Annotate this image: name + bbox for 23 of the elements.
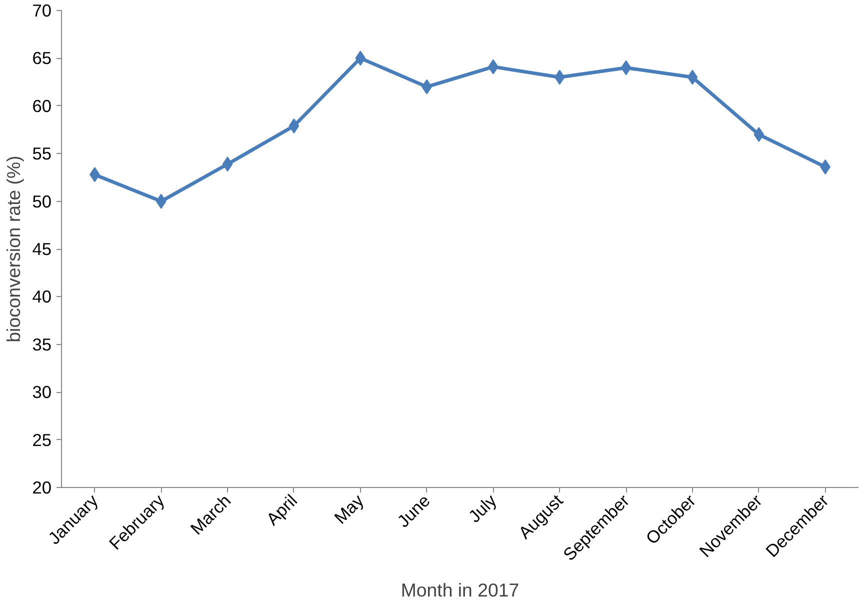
- point: [554, 70, 565, 85]
- y-tick-label: 35: [32, 334, 52, 354]
- y-tick-label: 20: [32, 478, 52, 498]
- y-axis-title: bioconversion rate (%): [3, 156, 24, 342]
- x-tick-label: July: [464, 490, 501, 526]
- point: [620, 60, 632, 76]
- y-tick-label: 25: [32, 430, 52, 450]
- x-tick-label: May: [330, 490, 368, 528]
- point: [222, 156, 233, 172]
- y-tick-label: 30: [32, 382, 52, 402]
- point: [288, 118, 300, 134]
- y-tick-label: 55: [32, 144, 52, 164]
- y-tick-label: 70: [32, 0, 52, 20]
- point: [687, 70, 698, 85]
- point: [355, 50, 366, 66]
- point: [156, 194, 166, 209]
- x-axis-title: Month in 2017: [400, 580, 520, 601]
- y-tick-label: 40: [32, 286, 52, 307]
- y-tick-label: 50: [32, 191, 52, 212]
- y-tick-label: 45: [32, 239, 52, 259]
- y-tick-label: 60: [32, 96, 52, 116]
- y-tick-label: 65: [32, 48, 52, 68]
- point: [754, 127, 764, 142]
